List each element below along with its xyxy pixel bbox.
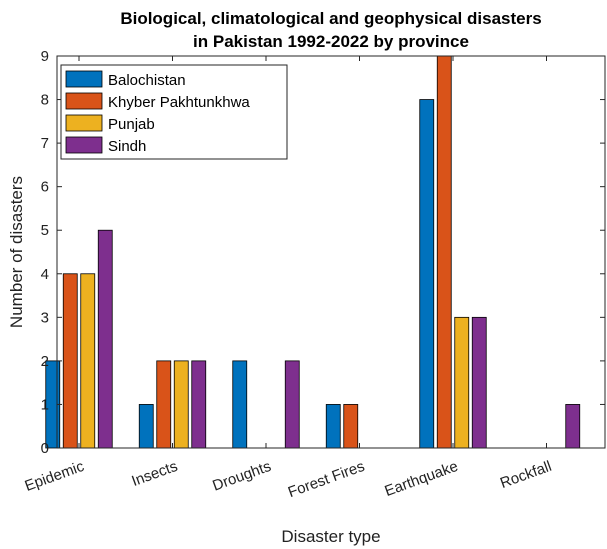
bar-sindh-earthquake: [471, 316, 487, 449]
bar-balochistan-forest-fires: [325, 404, 341, 449]
bar-balochistan-droughts: [232, 360, 248, 449]
x-tick-label: Rockfall: [498, 458, 554, 492]
bar-khyber-pakhtunkhwa-earthquake: [436, 55, 452, 449]
x-axis-label: Disaster type: [281, 527, 380, 546]
legend-label-balochistan: Balochistan: [108, 72, 186, 89]
y-tick-label: 6: [41, 179, 49, 196]
bar-khyber-pakhtunkhwa-forest-fires: [343, 404, 359, 449]
x-tick-label: Droughts: [210, 458, 273, 495]
legend-swatch-khyber-pakhtunkhwa: [65, 92, 103, 110]
bar-balochistan-earthquake: [419, 99, 435, 449]
bar-sindh-epidemic: [97, 229, 113, 449]
legend: Balochistan Khyber Pakhtunkhwa Punjab Sindh: [60, 64, 288, 160]
bar-sindh-droughts: [284, 360, 300, 449]
legend-label-khyber-pakhtunkhwa: Khyber Pakhtunkhwa: [108, 94, 250, 111]
y-tick-label: 1: [41, 396, 49, 413]
x-tick-label: Earthquake: [382, 458, 460, 500]
y-tick-label: 3: [41, 309, 49, 326]
y-tick-label: 0: [41, 440, 49, 457]
y-tick-label: 9: [41, 48, 49, 65]
bar-punjab-earthquake: [454, 316, 470, 449]
bar-khyber-pakhtunkhwa-epidemic: [62, 273, 78, 449]
y-tick-label: 2: [41, 353, 49, 370]
legend-swatch-balochistan: [65, 70, 103, 88]
x-tick-label: Epidemic: [23, 458, 87, 495]
bar-punjab-insects: [173, 360, 189, 449]
x-tick-label: Insects: [129, 458, 179, 490]
y-axis-ticks: 0 1 2 3 4 5 6 7 8 9: [41, 48, 605, 457]
bar-sindh-rockfall: [565, 404, 581, 449]
bar-punjab-epidemic: [80, 273, 96, 449]
bar-sindh-insects: [191, 360, 207, 449]
chart-title-line-2: in Pakistan 1992-2022 by province: [193, 32, 469, 51]
legend-label-punjab: Punjab: [108, 116, 155, 133]
legend-swatch-punjab: [65, 114, 103, 132]
bar-balochistan-insects: [138, 404, 154, 449]
plot-area-box: [56, 55, 606, 449]
y-tick-label: 8: [41, 92, 49, 109]
x-tick-label: Forest Fires: [286, 458, 367, 501]
legend-swatch-sindh: [65, 136, 103, 154]
y-tick-label: 7: [41, 135, 49, 152]
legend-label-sindh: Sindh: [108, 138, 146, 155]
y-tick-label: 5: [41, 222, 49, 239]
y-tick-label: 4: [41, 266, 49, 283]
y-axis-label: Number of disasters: [7, 176, 26, 328]
chart-title-line-1: Biological, climatological and geophysic…: [120, 9, 541, 28]
bar-khyber-pakhtunkhwa-insects: [156, 360, 172, 449]
